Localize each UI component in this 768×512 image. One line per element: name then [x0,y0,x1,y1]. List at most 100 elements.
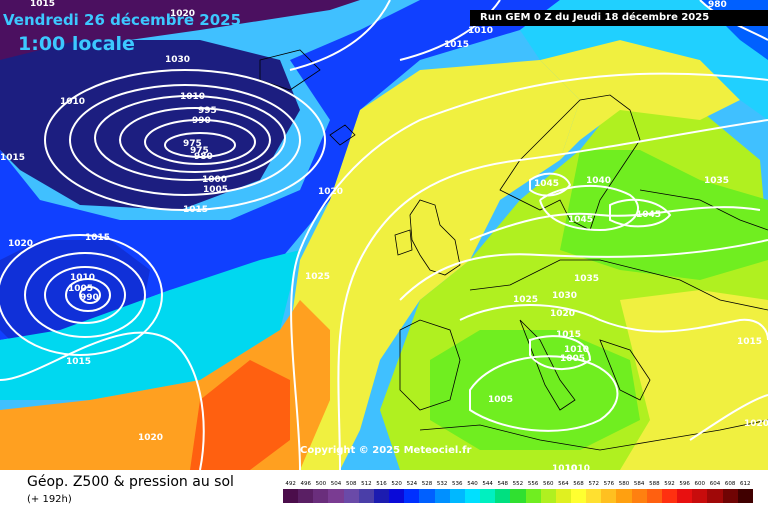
scale-color-swatch [722,489,738,503]
isobar-label: 1020 [170,9,195,19]
isobar-label: 1015 [556,330,581,340]
scale-tick-label: 500 [315,481,327,487]
scale-tick-label: 612 [740,481,751,487]
isobar-label: 1010 [468,26,493,36]
forecast-local-time: 1:00 locale [18,33,135,55]
scale-tick-labels: 492 496 500 504 508 512 516 520 524 528 532 536 540 5… [283,479,753,489]
isobar-label: 975 [183,139,202,149]
isobar-label: 1015 [737,337,762,347]
isobar-label: 1000 [202,175,227,185]
scale-tick-label: 508 [345,481,357,487]
forecast-date: Vendredi 26 décembre 2025 [3,11,242,29]
band-red-west [190,360,290,470]
isobar-label: 1045 [534,179,559,189]
scale-color-swatch [692,489,708,503]
scale-tick-label: 548 [497,481,509,487]
scale-color-swatch [570,489,587,503]
lead-time: (+ 192h) [27,494,72,505]
isobar-label: 1015 [183,205,208,215]
isobar-label: 1015 [66,357,91,367]
scale-color-swatch [373,489,390,503]
geopotential-map: 1015 1020 1010 980 1030 1015 1010 1015 1… [0,0,768,470]
color-scale-legend: 492 496 500 504 508 512 516 520 524 528 532 536 540 5… [283,479,753,503]
scale-tick-label: 528 [421,481,433,487]
scale-color-swatch [631,489,647,503]
isobar-label: 1030 [165,55,190,65]
isobar-label: 1040 [586,176,611,186]
scale-tick-label: 532 [436,481,448,487]
isobar-label: 1015 [85,233,110,243]
scale-tick-label: 504 [330,481,342,487]
model-run-label: Run GEM 0 Z du Jeudi 18 décembre 2025 [480,12,710,23]
scale-color-swatch [737,489,753,503]
scale-color-swatch [555,489,571,503]
scale-color-swatch [298,489,314,503]
copyright-notice: Copyright © 2025 Meteociel.fr [300,445,472,456]
scale-tick-label: 580 [618,481,630,487]
isobar-label: 1015 [30,0,55,9]
scale-tick-label: 572 [588,481,599,487]
scale-color-swatch [661,489,678,503]
isobar-label: 1010 [552,464,577,470]
scale-color-swatch [601,489,617,503]
scale-tick-label: 608 [724,481,736,487]
scale-tick-label: 492 [285,481,296,487]
scale-color-swatch [449,489,465,503]
scale-tick-label: 544 [482,481,493,487]
scale-color-swatch [495,489,511,503]
scale-tick-label: 556 [527,481,539,487]
isobar-label: 990 [192,116,211,126]
coastlines [259,49,768,451]
isobar-label: 975 [190,146,209,156]
scale-tick-label: 496 [300,481,311,487]
scale-color-swatch [510,489,526,503]
isobar-label: 1035 [704,176,729,186]
scale-color-swatch [283,489,299,503]
scale-tick-label: 584 [633,481,645,487]
scale-color-swatch [419,489,435,503]
scale-tick-label: 524 [406,481,418,487]
scale-color-swatch [646,489,662,503]
scale-tick-label: 552 [512,481,524,487]
isobar-label: 1030 [552,291,577,301]
band-cyan-east [520,0,768,120]
isobar-label: 1010 [180,92,205,102]
scale-tick-label: 512 [361,481,372,487]
isobar-label: 1020 [8,239,33,249]
band-green-med [430,330,640,450]
scale-color-swatch [389,489,405,503]
isobar-label: 1010 [60,97,85,107]
scale-tick-label: 592 [664,481,675,487]
scale-color-bar [283,489,753,503]
scale-tick-label: 540 [467,481,478,487]
scale-color-swatch [313,489,329,503]
isobar-label: 1020 [744,419,768,429]
scale-tick-label: 596 [679,481,690,487]
isobar-label: 1005 [488,395,513,405]
scale-tick-label: 576 [603,481,615,487]
isobar-label: 995 [198,106,217,116]
run-banner [470,10,768,26]
isobar-label: 1010 [70,273,95,283]
isobar-label: 1045 [636,210,661,220]
isobar-label: 1020 [550,309,575,319]
scale-tick-label: 516 [376,481,387,487]
isobar-label: 990 [80,293,99,303]
isobar-label: 1025 [513,295,538,305]
isobar-label: 1005 [560,354,585,364]
isobar-label: 1005 [68,284,93,294]
isobar-label: 1010 [565,464,590,470]
band-deep [0,0,360,70]
isobar-label: 1005 [203,185,228,195]
isobars [0,0,768,470]
isobar-label: 1035 [574,274,599,284]
scale-tick-label: 568 [573,481,584,487]
scale-tick-label: 588 [649,481,660,487]
isobar-labels: 1015 1020 1010 980 1030 1015 1010 1015 1… [0,0,768,470]
scale-color-swatch [677,489,693,503]
scale-tick-label: 564 [558,481,569,487]
band-yellow-scandinavia [540,40,740,160]
scale-tick-label: 536 [452,481,463,487]
scale-tick-label: 600 [694,481,706,487]
scale-color-swatch [707,489,723,503]
